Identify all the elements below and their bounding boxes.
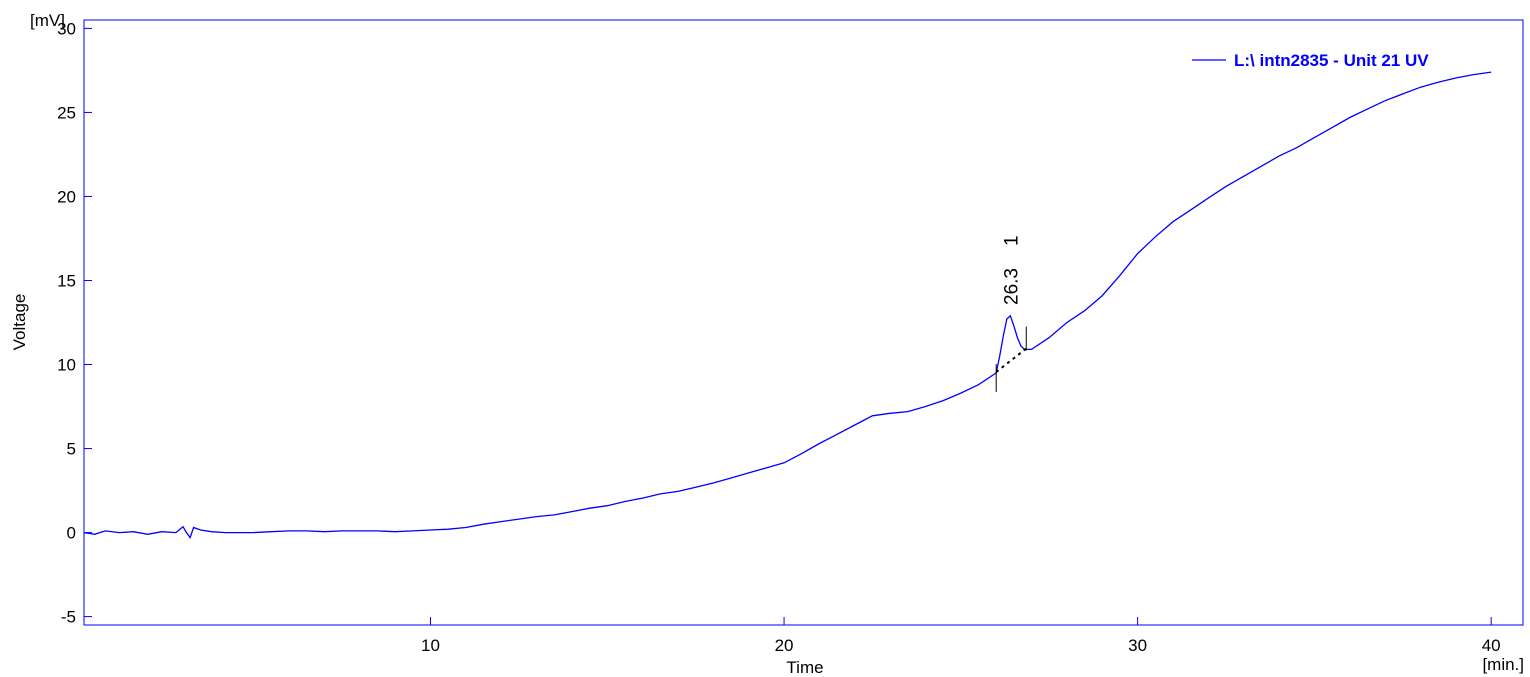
y-tick-label: 25 — [57, 103, 76, 122]
y-unit-label: [mV] — [30, 11, 65, 30]
peak-number-label: 1 — [1001, 235, 1022, 246]
y-axis-ticks: -5 0 5 10 15 20 25 30 — [57, 19, 92, 627]
y-tick-label: -5 — [61, 608, 76, 627]
x-tick-label: 20 — [775, 636, 794, 655]
plot-frame — [83, 19, 1524, 626]
x-tick-label: 10 — [421, 636, 440, 655]
legend-label: L:\ intn2835 - Unit 21 UV — [1234, 51, 1429, 70]
x-unit-label: [min.] — [1482, 655, 1524, 674]
y-tick-label: 5 — [67, 440, 76, 459]
x-axis-ticks: 10 20 30 40 — [421, 617, 1501, 655]
y-tick-label: 20 — [57, 187, 76, 206]
series-line — [83, 71, 1492, 539]
legend: L:\ intn2835 - Unit 21 UV — [1192, 51, 1429, 70]
x-axis-title: Time — [786, 658, 823, 677]
y-tick-label: 0 — [67, 524, 76, 543]
y-tick-label: 10 — [57, 356, 76, 375]
peak-time-label: 26.3 — [1001, 268, 1022, 305]
x-tick-label: 30 — [1128, 636, 1147, 655]
y-tick-label: 30 — [57, 19, 76, 38]
x-tick-label: 40 — [1482, 636, 1501, 655]
y-tick-label: 15 — [57, 271, 76, 290]
y-axis-title: Voltage — [10, 294, 29, 351]
